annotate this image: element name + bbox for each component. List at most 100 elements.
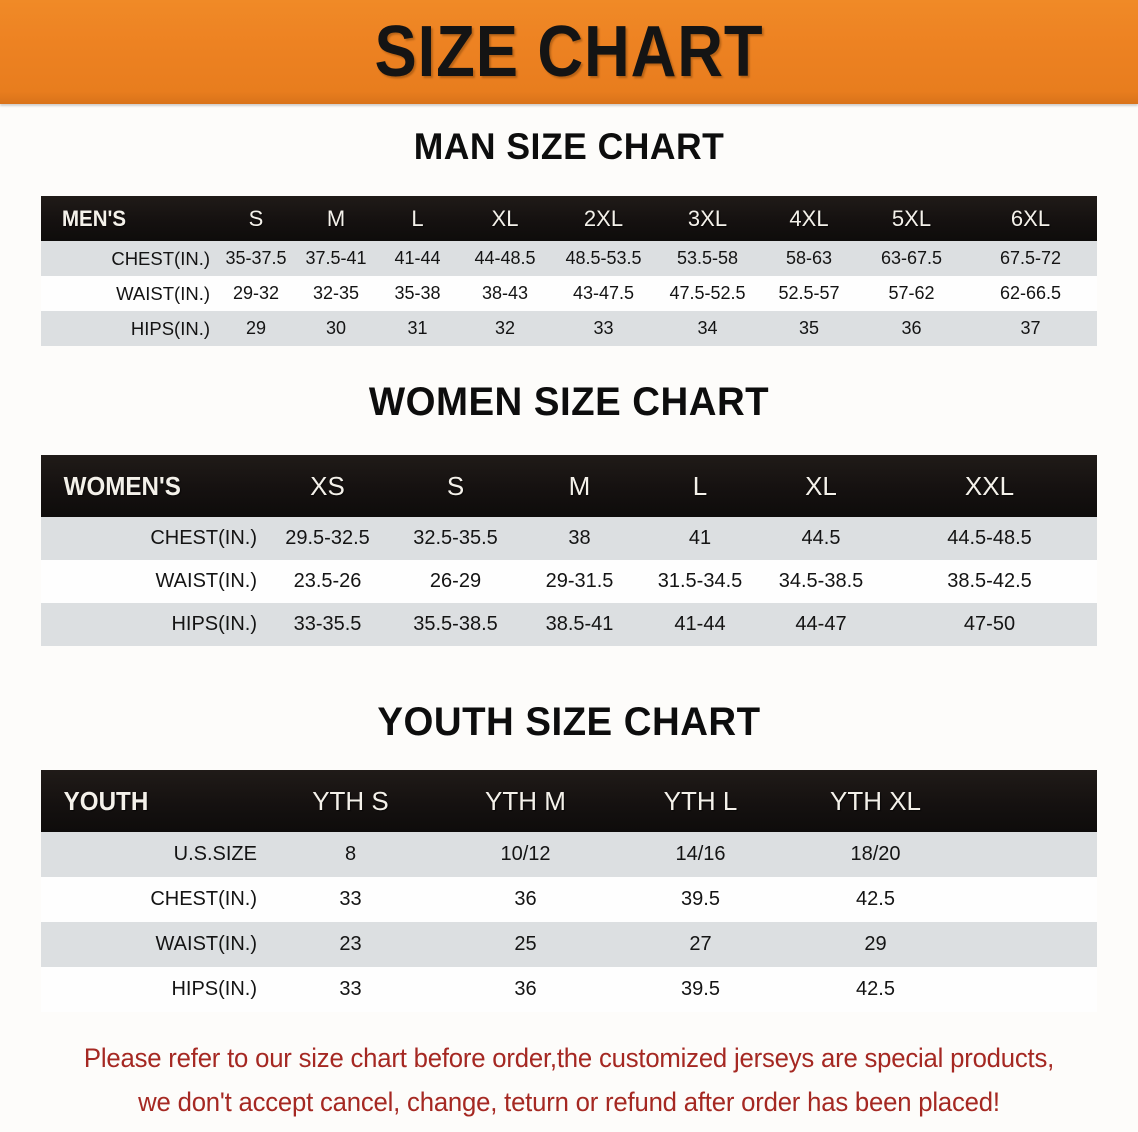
table-row: CHEST(IN.) 35-37.5 37.5-41 41-44 44-48.5…	[41, 241, 1097, 276]
banner-title: SIZE CHART	[374, 12, 764, 92]
women-cell: 29.5-32.5	[285, 527, 370, 549]
men-col-header: L	[411, 205, 424, 231]
women-col-header: XL	[805, 470, 837, 501]
men-row-label: CHEST(IN.)	[111, 247, 210, 269]
table-row: CHEST(IN.) 29.5-32.5 32.5-35.5 38 41 44.…	[41, 517, 1097, 560]
women-size-table: WOMEN'S XS S M L XL XXL CHEST(IN.) 29.5-…	[41, 455, 1097, 646]
women-col-header: M	[568, 470, 591, 501]
table-row: WAIST(IN.) 29-32 32-35 35-38 38-43 43-47…	[41, 276, 1097, 311]
men-cell: 30	[325, 318, 347, 338]
youth-header-spacer	[963, 770, 1097, 832]
youth-col-header: YTH M	[485, 785, 566, 816]
women-cell: 26-29	[429, 570, 482, 592]
youth-cell: 36	[514, 888, 537, 910]
table-row: U.S.SIZE 8 10/12 14/16 18/20	[41, 832, 1097, 877]
youth-cell: 23	[339, 933, 362, 955]
men-cell: 33	[593, 318, 614, 338]
women-col-header: XS	[310, 470, 345, 501]
man-section-title: MAN SIZE CHART	[413, 126, 725, 167]
women-section-title: WOMEN SIZE CHART	[368, 380, 770, 424]
men-row-label: WAIST(IN.)	[116, 282, 210, 304]
youth-cell: 39.5	[681, 978, 720, 1000]
youth-row-label: WAIST(IN.)	[155, 933, 257, 955]
women-col-header: XXL	[964, 470, 1015, 501]
disclaimer: Please refer to our size chart before or…	[17, 1036, 1121, 1124]
youth-cell-spacer	[963, 832, 1097, 877]
women-cell: 29-31.5	[545, 570, 614, 592]
men-cell: 47.5-52.5	[669, 283, 746, 303]
women-cell: 44.5	[801, 527, 841, 549]
youth-size-table: YOUTH YTH S YTH M YTH L YTH XL U.S.SIZE …	[41, 770, 1097, 1012]
women-col-header: S	[446, 470, 465, 501]
men-cell: 34	[697, 318, 718, 338]
women-cell: 38.5-42.5	[947, 570, 1032, 592]
men-cell: 38-43	[481, 283, 529, 303]
youth-col-header: YTH L	[663, 785, 738, 816]
youth-cell: 18/20	[850, 843, 901, 865]
men-cell: 57-62	[888, 283, 935, 303]
men-col-header: S	[248, 205, 264, 231]
youth-cell-spacer	[963, 877, 1097, 922]
youth-row-label: U.S.SIZE	[173, 843, 257, 865]
men-cell: 36	[901, 318, 922, 338]
men-cell: 52.5-57	[778, 283, 840, 303]
men-cell: 29	[245, 318, 267, 338]
disclaimer-line-2: we don't accept cancel, change, teturn o…	[138, 1087, 1000, 1117]
men-col-header: 5XL	[891, 205, 932, 231]
men-cell: 48.5-53.5	[565, 248, 642, 268]
youth-cell: 39.5	[681, 888, 720, 910]
women-cell: 34.5-38.5	[778, 570, 864, 592]
youth-cell-spacer	[963, 922, 1097, 967]
youth-col-header: YTH S	[312, 785, 389, 816]
youth-col-header: YTH XL	[829, 785, 922, 816]
youth-section-title: YOUTH SIZE CHART	[377, 700, 761, 744]
youth-cell: 14/16	[675, 843, 726, 865]
table-row: HIPS(IN.) 29 30 31 32 33 34 35 36 37	[41, 311, 1097, 346]
youth-cell: 36	[514, 978, 537, 1000]
men-cell: 41-44	[394, 248, 441, 268]
women-cell: 44.5-48.5	[947, 527, 1032, 549]
men-cell: 63-67.5	[880, 248, 943, 268]
table-row: CHEST(IN.) 33 36 39.5 42.5	[41, 877, 1097, 922]
women-cell: 38	[568, 527, 591, 549]
men-header-row: MEN'S S M L XL 2XL 3XL 4XL 5XL 6XL	[41, 196, 1097, 241]
women-cell: 38.5-41	[545, 613, 614, 635]
men-col-header: 4XL	[789, 205, 829, 231]
women-cell: 41	[688, 527, 712, 549]
table-row: HIPS(IN.) 33 36 39.5 42.5	[41, 967, 1097, 1012]
table-row: WAIST(IN.) 23 25 27 29	[41, 922, 1097, 967]
youth-cell: 10/12	[500, 843, 551, 865]
youth-cell: 29	[864, 933, 887, 955]
youth-cell: 25	[514, 933, 537, 955]
women-corner-label: WOMEN'S	[63, 470, 181, 501]
women-cell: 35.5-38.5	[413, 613, 498, 635]
women-col-header: L	[692, 470, 708, 501]
men-corner-label: MEN'S	[62, 205, 126, 231]
men-cell: 67.5-72	[999, 248, 1062, 268]
men-cell: 35-37.5	[225, 248, 287, 268]
youth-row-label: CHEST(IN.)	[150, 888, 257, 910]
men-col-header: XL	[491, 205, 519, 231]
table-row: HIPS(IN.) 33-35.5 35.5-38.5 38.5-41 41-4…	[41, 603, 1097, 646]
women-cell: 31.5-34.5	[657, 570, 743, 592]
men-col-header: 2XL	[583, 205, 624, 231]
youth-cell: 33	[339, 978, 362, 1000]
women-row-label: WAIST(IN.)	[155, 570, 257, 592]
men-cell: 37.5-41	[305, 248, 367, 268]
women-row-label: HIPS(IN.)	[171, 613, 257, 635]
youth-cell: 27	[689, 933, 712, 955]
women-row-label: CHEST(IN.)	[150, 527, 257, 549]
men-cell: 32	[494, 318, 516, 338]
men-cell: 37	[1020, 318, 1041, 338]
women-cell: 32.5-35.5	[413, 527, 498, 549]
youth-cell: 42.5	[856, 888, 895, 910]
youth-cell: 33	[339, 888, 362, 910]
men-cell: 44-48.5	[474, 248, 536, 268]
men-cell: 43-47.5	[572, 283, 635, 303]
women-header-row: WOMEN'S XS S M L XL XXL	[41, 455, 1097, 517]
women-cell: 41-44	[674, 613, 726, 635]
men-cell: 35-38	[394, 283, 441, 303]
women-cell: 47-50	[963, 613, 1016, 635]
women-cell: 23.5-26	[293, 570, 362, 592]
